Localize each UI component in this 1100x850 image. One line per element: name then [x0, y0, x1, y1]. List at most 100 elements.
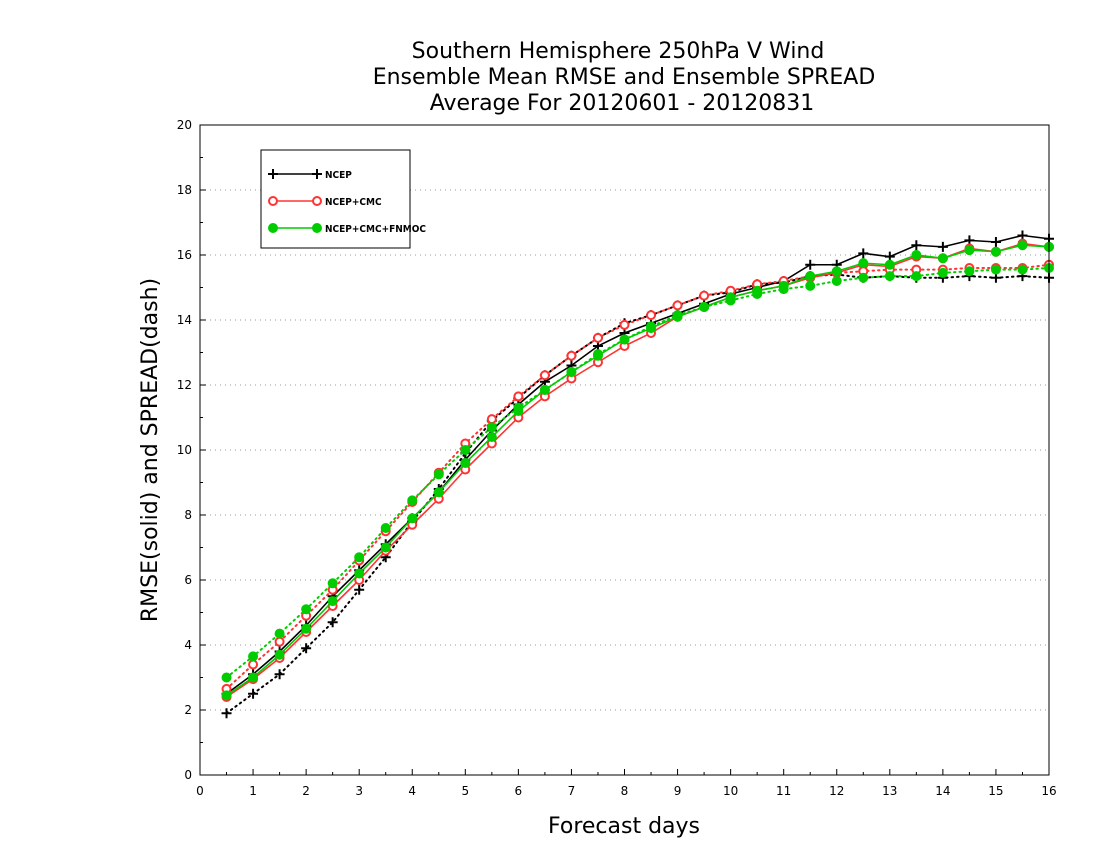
- data-point: [619, 334, 630, 345]
- series-ncep-spread: [221, 269, 1054, 719]
- data-point: [699, 302, 710, 312]
- data-point: [884, 271, 895, 282]
- legend-entry-ncep-cmc: NCEP+CMC: [268, 196, 382, 208]
- data-point: [937, 253, 948, 264]
- legend: NCEP NCEP+CMC NCEP+CMC+FNMOC: [260, 149, 426, 249]
- data-point: [725, 295, 736, 306]
- data-point: [513, 402, 524, 413]
- data-point: [248, 659, 259, 670]
- data-point: [380, 523, 391, 533]
- x-tick-label: 6: [515, 784, 523, 798]
- x-axis-label: Forecast days: [548, 814, 700, 839]
- y-axis-label: RMSE(solid) and SPREAD(dash): [138, 278, 163, 622]
- data-point: [486, 432, 497, 442]
- data-point: [778, 284, 789, 295]
- data-point: [407, 513, 418, 524]
- data-point: [248, 651, 259, 662]
- data-point: [301, 643, 312, 654]
- data-point: [433, 487, 444, 498]
- data-point: [301, 623, 312, 634]
- data-point: [513, 391, 524, 402]
- y-tick-label: 16: [177, 248, 192, 262]
- data-point: [805, 271, 816, 282]
- data-point: [274, 669, 285, 680]
- legend-marker: [268, 223, 278, 233]
- data-point: [407, 495, 418, 506]
- chart-title-line-1: Southern Hemisphere 250hPa V Wind: [412, 39, 825, 64]
- data-point: [831, 266, 842, 277]
- x-tick-label: 8: [621, 784, 629, 798]
- data-point: [221, 690, 232, 701]
- data-point: [619, 319, 630, 330]
- line-ncep-cmc-fnmoc-spread: [225, 267, 1050, 679]
- data-point: [486, 422, 497, 433]
- x-tick-label: 14: [935, 784, 950, 798]
- series-ncep-cmc-fnmoc-spread: [221, 263, 1054, 683]
- line-ncep-cmc-rmse: [226, 242, 1050, 698]
- data-point: [221, 672, 232, 683]
- data-point: [672, 300, 683, 311]
- x-tick-label: 11: [776, 784, 791, 798]
- data-point: [486, 414, 497, 425]
- y-tick-label: 2: [184, 703, 192, 717]
- series-ncep-rmse: [221, 230, 1054, 699]
- x-tick-label: 2: [302, 784, 310, 798]
- data-point: [433, 469, 444, 480]
- data-point: [937, 241, 948, 252]
- x-tick-label: 1: [249, 784, 257, 798]
- data-point: [964, 266, 975, 277]
- data-point: [221, 708, 232, 719]
- data-point: [911, 271, 922, 282]
- x-tick-label: 9: [674, 784, 682, 798]
- data-point: [858, 258, 869, 269]
- line-ncep-spread: [225, 273, 1050, 715]
- chart-title-line-3: Average For 20120601 - 20120831: [430, 91, 815, 116]
- x-tick-label: 5: [461, 784, 469, 798]
- data-point: [752, 289, 763, 299]
- data-point: [858, 248, 869, 259]
- x-tick-label: 16: [1041, 784, 1056, 798]
- legend-marker: [312, 196, 322, 206]
- legend-marker: [268, 169, 278, 179]
- axes: 0 1 2 3 4 5 6 7 8 9 10 11 12 13 14 15 160246810121416182…: [177, 118, 1057, 798]
- data-point: [327, 617, 338, 628]
- legend-label: NCEP: [325, 170, 352, 181]
- series-ncep-cmc-rmse: [221, 238, 1054, 702]
- data-point: [327, 578, 338, 589]
- data-point: [566, 367, 577, 377]
- legend-label: NCEP+CMC: [325, 197, 382, 208]
- data-point: [592, 349, 603, 360]
- data-point: [460, 458, 471, 468]
- data-point: [990, 237, 1001, 247]
- data-point: [327, 596, 338, 607]
- data-point: [911, 240, 922, 251]
- data-point: [964, 245, 975, 256]
- data-point: [301, 604, 312, 615]
- y-tick-label: 20: [177, 118, 192, 132]
- y-tick-label: 6: [184, 573, 192, 587]
- y-tick-label: 10: [177, 443, 192, 457]
- legend-entry-ncep-cmc-fnmoc: NCEP+CMC+FNMOC: [268, 223, 426, 235]
- data-point: [911, 250, 922, 260]
- data-point: [274, 628, 285, 639]
- data-point: [646, 310, 657, 321]
- data-point: [460, 445, 471, 455]
- y-tick-label: 0: [184, 768, 192, 782]
- line-ncep-rmse: [226, 234, 1050, 695]
- legend-marker: [268, 196, 278, 206]
- series-layer: [221, 230, 1054, 719]
- data-point: [539, 384, 550, 395]
- x-tick-label: 7: [568, 784, 576, 798]
- data-point: [354, 568, 365, 579]
- y-tick-label: 12: [177, 378, 192, 392]
- data-point: [248, 688, 259, 699]
- x-tick-label: 12: [829, 784, 844, 798]
- data-point: [805, 280, 816, 291]
- legend-marker: [312, 169, 322, 179]
- y-tick-label: 14: [177, 313, 192, 327]
- data-point: [1017, 264, 1028, 275]
- legend-box: [260, 149, 411, 249]
- data-point: [805, 259, 816, 270]
- y-tick-label: 8: [184, 508, 192, 522]
- data-point: [274, 649, 285, 660]
